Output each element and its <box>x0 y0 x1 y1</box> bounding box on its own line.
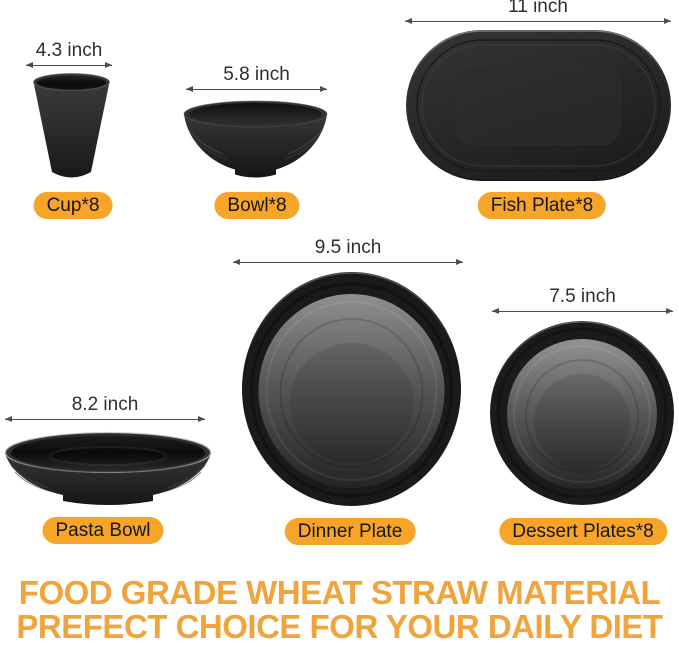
dinner-plate-dimension-line <box>233 259 463 265</box>
dessert-plate-size-label: 7.5 inch <box>549 286 616 307</box>
cup-label: Cup*8 <box>33 192 113 219</box>
bowl-image <box>183 100 328 178</box>
tagline-line-2: PREFECT CHOICE FOR YOUR DAILY DIET <box>16 608 663 645</box>
bowl-dimension-line <box>186 86 327 92</box>
dessert-plate-dimension-line <box>492 308 673 314</box>
bowl-dimension: 5.8 inch <box>186 64 327 92</box>
dinner-plate-label: Dinner Plate <box>284 518 416 545</box>
fish-plate-size-label: 11 inch <box>508 0 568 17</box>
tagline-line-1: FOOD GRADE WHEAT STRAW MATERIAL <box>18 574 661 611</box>
cup-dimension-line <box>26 62 112 68</box>
fish-plate-image <box>406 30 671 181</box>
dinner-plate-dimension: 9.5 inch <box>233 237 463 265</box>
fish-plate-dimension-line <box>405 18 671 24</box>
dinner-plate-size-label: 9.5 inch <box>314 237 382 258</box>
dinner-plate-image <box>242 272 461 506</box>
pasta-bowl-image <box>4 431 212 505</box>
dessert-plate-dimension: 7.5 inch <box>492 286 673 314</box>
bowl-label: Bowl*8 <box>214 192 300 219</box>
pasta-bowl-dimension: 8.2 inch <box>5 394 205 422</box>
pasta-bowl-dimension-line <box>5 416 205 422</box>
pasta-bowl-label: Pasta Bowl <box>42 517 164 544</box>
pasta-bowl-size-label: 8.2 inch <box>71 394 139 415</box>
cup-image <box>33 73 110 178</box>
cup-dimension: 4.3 inch <box>26 40 112 68</box>
dessert-plate-image <box>490 321 674 505</box>
bowl-size-label: 5.8 inch <box>223 64 290 85</box>
cup-size-label: 4.3 inch <box>35 40 103 61</box>
tagline: FOOD GRADE WHEAT STRAW MATERIAL PREFECT … <box>0 576 679 644</box>
fish-plate-dimension: 11 inch <box>405 0 671 24</box>
fish-plate-label: Fish Plate*8 <box>477 192 607 219</box>
dessert-plate-label: Dessert Plates*8 <box>499 518 667 545</box>
